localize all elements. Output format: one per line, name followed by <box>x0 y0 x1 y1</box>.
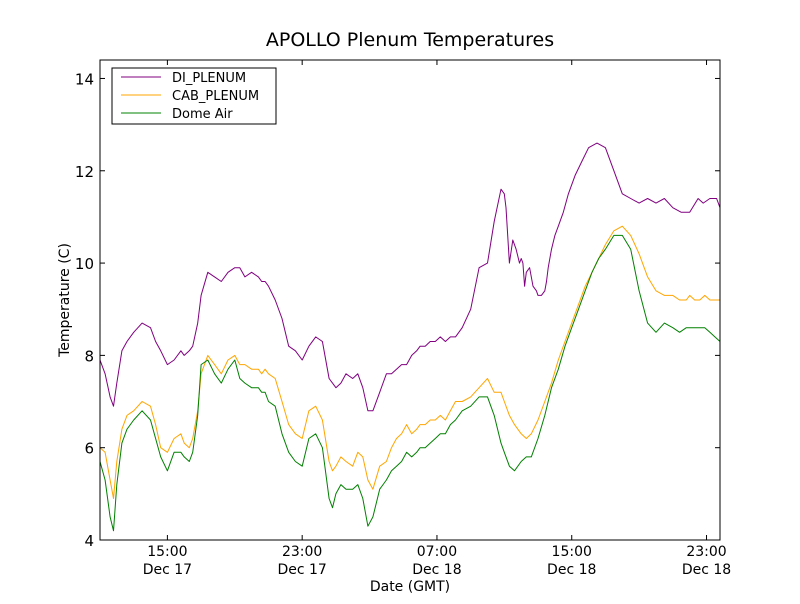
x-tick-label-time: 07:00 <box>417 544 457 560</box>
y-tick-label: 6 <box>84 440 94 458</box>
y-tick-label: 4 <box>84 532 94 550</box>
chart-title: APOLLO Plenum Temperatures <box>266 29 554 51</box>
legend-box <box>111 67 277 125</box>
x-tick-label-date: Dec 18 <box>412 562 461 578</box>
series-line-di-plenum <box>99 142 721 412</box>
x-tick-label-time: 23:00 <box>282 544 322 560</box>
y-tick-label: 12 <box>75 163 94 181</box>
series-line-cab-plenum <box>99 225 720 499</box>
x-tick-label-date: Dec 17 <box>277 562 326 578</box>
x-tick-label-date: Dec 18 <box>547 562 596 578</box>
y-tick-label: 10 <box>75 255 94 273</box>
plot-frame <box>99 59 721 541</box>
legend-label-dome-air: Dome Air <box>172 107 233 122</box>
legend: DI_PLENUM CAB_PLENUM Dome Air <box>111 67 277 125</box>
y-tick-label: 8 <box>84 347 94 365</box>
x-tick-label-time: 15:00 <box>552 544 592 560</box>
legend-label-di-plenum: DI_PLENUM <box>172 71 246 86</box>
x-tick-label-time: 15:00 <box>147 544 187 560</box>
series-line-dome-air <box>99 234 721 532</box>
x-axis-label: Date (GMT) <box>370 579 450 595</box>
y-tick-label: 14 <box>75 70 94 88</box>
legend-label-cab-plenum: CAB_PLENUM <box>172 89 259 104</box>
y-axis-label: Temperature (C) <box>57 243 73 358</box>
x-tick-label-time: 23:00 <box>686 544 726 560</box>
x-tick-label-date: Dec 17 <box>143 562 192 578</box>
x-tick-label-date: Dec 18 <box>682 562 731 578</box>
